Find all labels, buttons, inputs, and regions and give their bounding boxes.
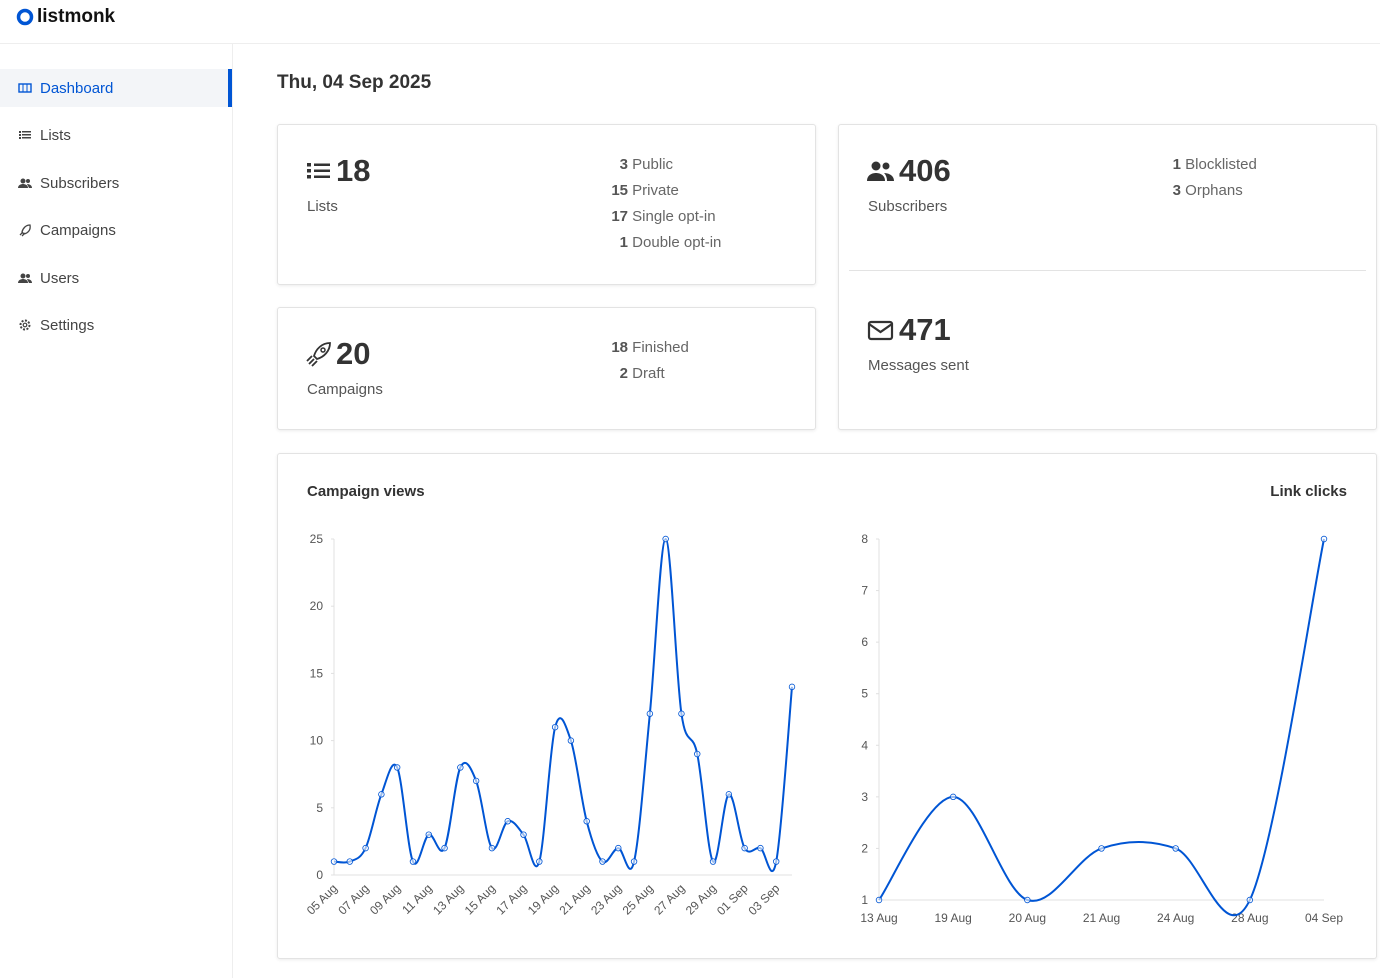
icon — [18, 83, 32, 93]
detail-label: Finished — [632, 339, 689, 356]
detail-label: Orphans — [1185, 182, 1243, 199]
detail-count: 2 — [619, 365, 628, 382]
nav-label: Campaigns — [40, 221, 116, 239]
count: 471 — [899, 312, 951, 347]
icon — [18, 273, 32, 283]
detail-count: 1 — [1172, 156, 1181, 173]
detail-label: Private — [632, 182, 679, 199]
nav-item[interactable]: Settings — [0, 306, 232, 344]
campaigns-card[interactable]: 20 Campaigns 18 Finished 2 Draft — [277, 307, 816, 430]
detail-count: 17 — [611, 208, 628, 225]
icon — [19, 131, 31, 139]
date-heading: Thu, 04 Sep 2025 — [277, 72, 432, 93]
stat-label: Lists — [307, 198, 338, 215]
stat-label: Subscribers — [868, 198, 948, 215]
detail-label: Blocklisted — [1185, 156, 1257, 173]
icon — [867, 161, 894, 181]
nav-item[interactable]: Users — [0, 259, 232, 297]
detail: 1 Blocklisted — [1169, 152, 1257, 178]
detail: 15 Private — [608, 178, 721, 204]
details: 18 Finished 2 Draft — [608, 335, 689, 387]
detail: 17 Single opt-in — [608, 204, 721, 230]
detail-label: Draft — [632, 365, 665, 382]
stat-label: Messages sent — [868, 357, 969, 374]
stat: 406 — [867, 153, 951, 189]
nav-item[interactable]: Dashboard — [0, 69, 232, 107]
details: 1 Blocklisted 3 Orphans — [1169, 152, 1257, 204]
stat: 20 — [306, 336, 370, 372]
count: 20 — [336, 336, 371, 371]
detail-label: Single opt-in — [632, 208, 716, 225]
count: 18 — [336, 153, 371, 188]
divider — [849, 270, 1366, 271]
charts-card — [277, 453, 1377, 959]
logo — [16, 8, 34, 26]
stat: 18 — [306, 153, 370, 189]
details: 3 Public 15 Private 17 Single opt-in 1 D… — [608, 152, 721, 256]
icon — [18, 178, 32, 188]
detail-count: 3 — [1172, 182, 1181, 199]
detail: 3 Public — [608, 152, 721, 178]
stat: 471 — [867, 312, 951, 348]
brand-name: listmonk — [37, 6, 116, 27]
detail-label: Double opt-in — [632, 234, 722, 251]
nav-label: Dashboard — [40, 79, 114, 97]
detail: 1 Double opt-in — [608, 230, 722, 256]
nav-item[interactable]: Subscribers — [0, 164, 232, 202]
detail: 3 Orphans — [1169, 178, 1257, 204]
header: listmonk — [0, 0, 1380, 44]
nav-label: Lists — [40, 126, 71, 144]
sidebar: Dashboard Lists Subscribers Campaigns Us… — [0, 44, 233, 978]
detail-count: 15 — [611, 182, 628, 199]
detail-label: Public — [632, 156, 674, 173]
detail: 18 Finished — [608, 335, 689, 361]
nav-label: Settings — [40, 316, 95, 334]
detail-count: 3 — [619, 156, 628, 173]
nav-item[interactable]: Lists — [0, 116, 232, 154]
icon — [19, 319, 31, 331]
detail: 2 Draft — [608, 361, 689, 387]
brand[interactable]: listmonk — [16, 6, 115, 28]
nav-label: Users — [40, 269, 80, 287]
lists-card[interactable]: 18 Lists 3 Public 15 Private 17 Single o… — [277, 124, 816, 285]
count: 406 — [899, 153, 951, 188]
detail-count: 18 — [611, 339, 628, 356]
icon — [19, 224, 31, 237]
detail-count: 1 — [619, 234, 628, 251]
subscribers-card[interactable]: 406 Subscribers 1 Blocklisted 3 Orphans … — [838, 124, 1377, 430]
icon — [307, 163, 330, 179]
nav-label: Subscribers — [40, 174, 120, 192]
icon — [867, 320, 894, 341]
stat-label: Campaigns — [307, 381, 383, 398]
nav-item[interactable]: Campaigns — [0, 211, 232, 249]
icon — [306, 342, 331, 367]
